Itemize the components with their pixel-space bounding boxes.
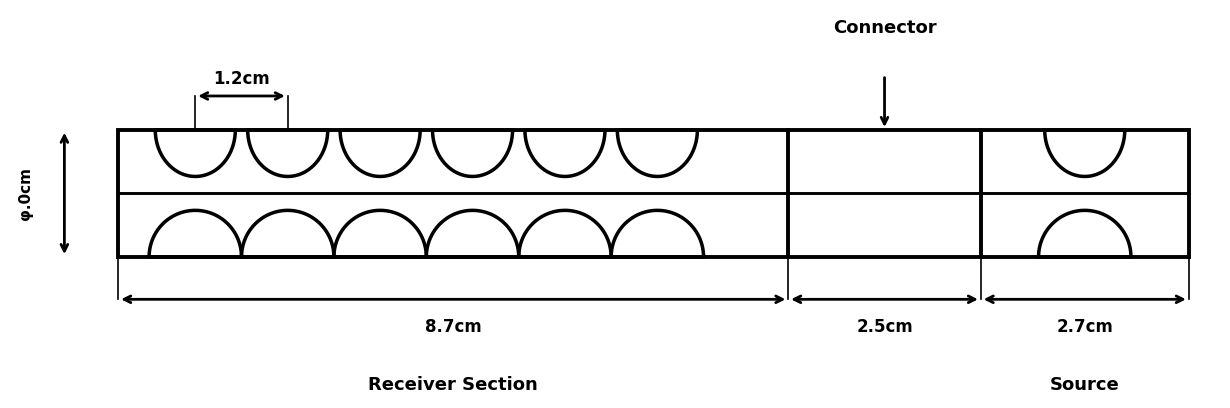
Text: 8.7cm: 8.7cm (424, 318, 482, 336)
Text: 2.7cm: 2.7cm (1057, 318, 1113, 336)
Text: 1.2cm: 1.2cm (213, 69, 269, 87)
Text: Connector: Connector (833, 19, 936, 37)
Text: 2.5cm: 2.5cm (856, 318, 913, 336)
Text: Receiver Section: Receiver Section (369, 376, 539, 394)
Text: Source: Source (1050, 376, 1119, 394)
Text: φ.0cm: φ.0cm (18, 167, 33, 220)
Bar (118, 130, 1188, 257)
